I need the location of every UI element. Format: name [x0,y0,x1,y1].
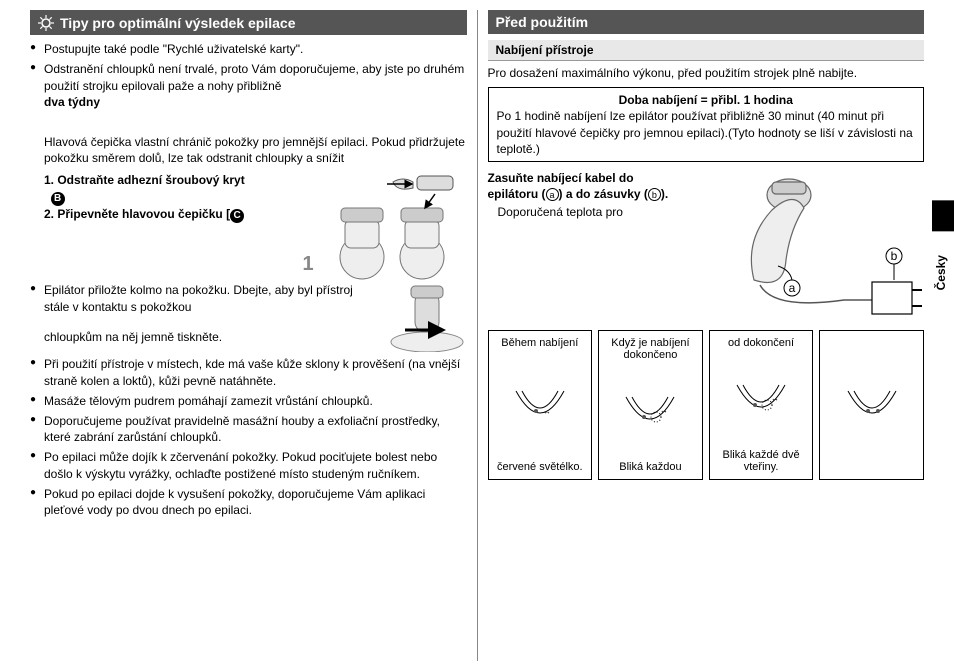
bullet-item: Epilátor přiložte kolmo na pokožku. Dbej… [44,282,467,352]
bullet-item: Doporučujeme používat pravidelně masážní… [44,413,467,445]
right-header-text: Před použitím [496,14,589,30]
step1-text: 1. Odstraňte adhezní šroubový kryt [44,173,245,187]
letter-b-ref-icon: b [648,188,661,201]
cell-top: od dokončení [728,337,794,349]
step-2: 2. Připevněte hlavovou čepičku [C [30,206,309,223]
svg-text:b: b [891,249,898,263]
svg-text:a: a [789,281,796,295]
cell-illustration [842,337,902,473]
bullet-item: Masáže tělovým pudrem pomáhají zamezit v… [44,393,467,409]
device-plug-illustration: a b [694,170,924,323]
cell-illustration: ↔ [731,349,791,449]
left-bullets-1: Postupujte také podle "Rychlé uživatelsk… [30,41,467,110]
plug-end: ). [661,187,668,201]
left-column: Tipy pro optimální výsledek epilace Post… [20,10,478,661]
letter-c-icon: C [230,209,244,223]
bullet-item: Po epilaci může dojík k zčervenání pokož… [44,449,467,481]
svg-text:↔: ↔ [543,407,551,416]
state-cell: Když je nabíjení dokončeno ↔ Bliká každo… [598,330,703,480]
left-bullets-2: Epilátor přiložte kolmo na pokožku. Dbej… [30,282,467,518]
left-section-header: Tipy pro optimální výsledek epilace [30,10,467,35]
cell-top: Během nabíjení [501,337,578,349]
bullet-bold-tail: dva týdny [44,95,100,109]
plug-text: Zasuňte nabíjecí kabel do epilátoru (a) … [488,170,688,221]
left-header-text: Tipy pro optimální výsledek epilace [60,15,296,31]
bullet-item: Při použití přístroje v místech, kde má … [44,356,467,388]
cell-bottom: Bliká každé dvě vteřiny. [712,449,811,473]
perpendicular-illustration [387,282,467,352]
steps-illustration: 1 [317,172,467,282]
temp-text: Doporučená teplota pro [488,204,688,220]
bullet-item: Odstranění chloupků není trvalé, proto V… [44,61,467,110]
cell-bottom: Bliká každou [619,461,681,473]
right-sub-header: Nabíjení přístroje [488,40,925,61]
charging-info-box: Doba nabíjení = přibl. 1 hodina Po 1 hod… [488,87,925,162]
bullet-text-cont: chloupkům na něj jemně tiskněte. [44,330,222,344]
steps-row: 1. Odstraňte adhezní šroubový kryt B 2. … [30,172,467,282]
right-column: Před použitím Nabíjení přístroje Pro dos… [478,10,935,661]
right-intro: Pro dosažení maximálního výkonu, před po… [488,65,925,81]
bullet-item: Pokud po epilaci dojde k vysušení pokožk… [44,486,467,518]
figure-number-1: 1 [303,253,314,276]
bullet-item: Postupujte také podle "Rychlé uživatelsk… [44,41,467,57]
language-label: Česky [934,255,948,290]
box-body: Po 1 hodině nabíjení lze epilátor použív… [497,108,916,157]
state-cell [819,330,924,480]
cell-illustration: ↔ [620,361,680,461]
state-cell: Během nabíjení ↔ červené světélko. [488,330,593,480]
page-root: Tipy pro optimální výsledek epilace Post… [0,0,954,671]
step2-text: 2. Připevněte hlavovou čepičku [ [44,207,230,221]
language-tab [932,200,954,231]
svg-text:↔: ↔ [771,394,779,403]
cell-bottom: červené světélko. [497,461,583,473]
state-cell: od dokončení ↔ Bliká každé dvě vteřiny. [709,330,814,480]
plug-section: Zasuňte nabíjecí kabel do epilátoru (a) … [488,170,925,320]
cell-top: Když je nabíjení dokončeno [601,337,700,361]
bullet-text: Odstranění chloupků není trvalé, proto V… [44,62,464,92]
step-1: 1. Odstraňte adhezní šroubový kryt B [30,172,309,206]
cell-illustration: ↔ [510,349,570,461]
gear-icon [38,14,54,31]
letter-b-icon: B [51,192,65,206]
right-section-header: Před použitím [488,10,925,34]
plug-mid: ) a do zásuvky ( [559,187,648,201]
left-plain-1: Hlavová čepička vlastní chránič pokožky … [30,134,467,166]
box-title: Doba nabíjení = přibl. 1 hodina [497,92,916,108]
letter-a-ref-icon: a [546,188,559,201]
charging-states-row: Během nabíjení ↔ červené světélko. Když … [488,330,925,480]
svg-text:↔: ↔ [660,406,668,415]
bullet-text: Epilátor přiložte kolmo na pokožku. Dbej… [44,283,353,313]
